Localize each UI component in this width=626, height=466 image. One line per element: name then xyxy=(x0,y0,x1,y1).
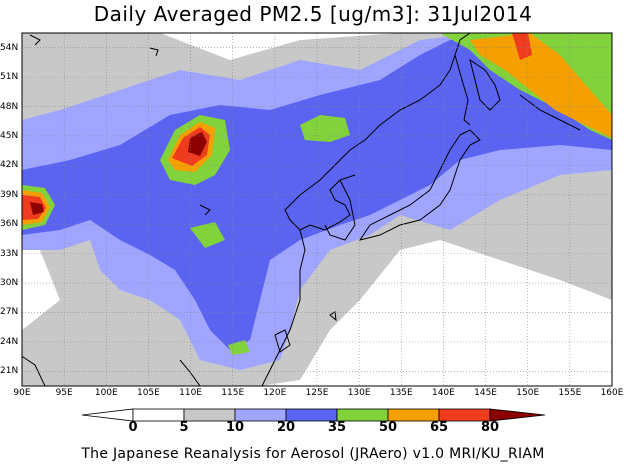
lon-tick-label: 90E xyxy=(13,388,31,398)
lat-tick-label: 36N xyxy=(0,219,19,230)
colorbar-label: 65 xyxy=(429,420,449,435)
lon-tick-label: 155E xyxy=(558,388,582,398)
lon-tick-label: 140E xyxy=(431,388,455,398)
lat-tick-label: 45N xyxy=(0,130,19,141)
colorbar-label: 50 xyxy=(378,420,398,435)
colorbar-label: 10 xyxy=(225,420,245,435)
lon-tick-label: 160E xyxy=(600,388,624,398)
map-title: Daily Averaged PM2.5 [ug/m3]: 31Jul2014 xyxy=(93,2,533,26)
field-65-80 xyxy=(512,33,532,60)
lon-tick-label: 135E xyxy=(389,388,413,398)
colorbar-label: 80 xyxy=(480,420,500,435)
lat-tick-label: 48N xyxy=(0,101,19,112)
lon-tick-label: 95E xyxy=(55,388,73,398)
colorbar-arrow-right xyxy=(489,408,546,422)
lon-tick-label: 110E xyxy=(179,388,202,398)
lat-tick-label: 30N xyxy=(0,278,19,289)
grid-lines xyxy=(22,33,612,386)
lon-tick-label: 105E xyxy=(136,388,160,398)
lon-tick-label: 145E xyxy=(474,388,497,398)
colorbar-arrow-left xyxy=(81,408,134,422)
lat-tick-label: 24N xyxy=(0,336,19,347)
colorbar-segment xyxy=(132,408,185,422)
lat-tick-label: 54N xyxy=(0,42,19,53)
field-50-65 xyxy=(470,33,612,138)
plot-frame xyxy=(21,32,613,387)
coastlines xyxy=(22,33,581,386)
lon-tick-label: 150E xyxy=(516,388,540,398)
lat-tick-label: 33N xyxy=(0,248,19,259)
field-35-50 xyxy=(300,115,350,142)
colorbar-label: 5 xyxy=(179,420,189,435)
field-35-50 xyxy=(190,222,225,248)
lon-tick-label: 120E xyxy=(263,388,287,398)
footer-credit: The Japanese Reanalysis for Aerosol (JRA… xyxy=(81,446,545,462)
lat-tick-label: 42N xyxy=(0,160,19,171)
lat-tick-label: 27N xyxy=(0,307,19,318)
field-80-plus xyxy=(188,132,207,156)
field-20-35 xyxy=(22,33,612,350)
lat-tick-label: 21N xyxy=(0,366,19,377)
lon-tick-label: 130E xyxy=(347,388,371,398)
colorbar-label: 20 xyxy=(276,420,296,435)
field-35-50 xyxy=(228,340,250,355)
colorbar-label: 0 xyxy=(128,420,138,435)
lon-tick-label: 115E xyxy=(221,388,245,398)
lat-tick-label: 39N xyxy=(0,189,19,200)
field-80-plus xyxy=(30,202,44,215)
colorbar xyxy=(81,408,546,422)
lat-tick-label: 51N xyxy=(0,72,19,83)
colorbar-label: 35 xyxy=(327,420,347,435)
lon-tick-label: 100E xyxy=(94,388,118,398)
lon-tick-label: 125E xyxy=(305,388,329,398)
